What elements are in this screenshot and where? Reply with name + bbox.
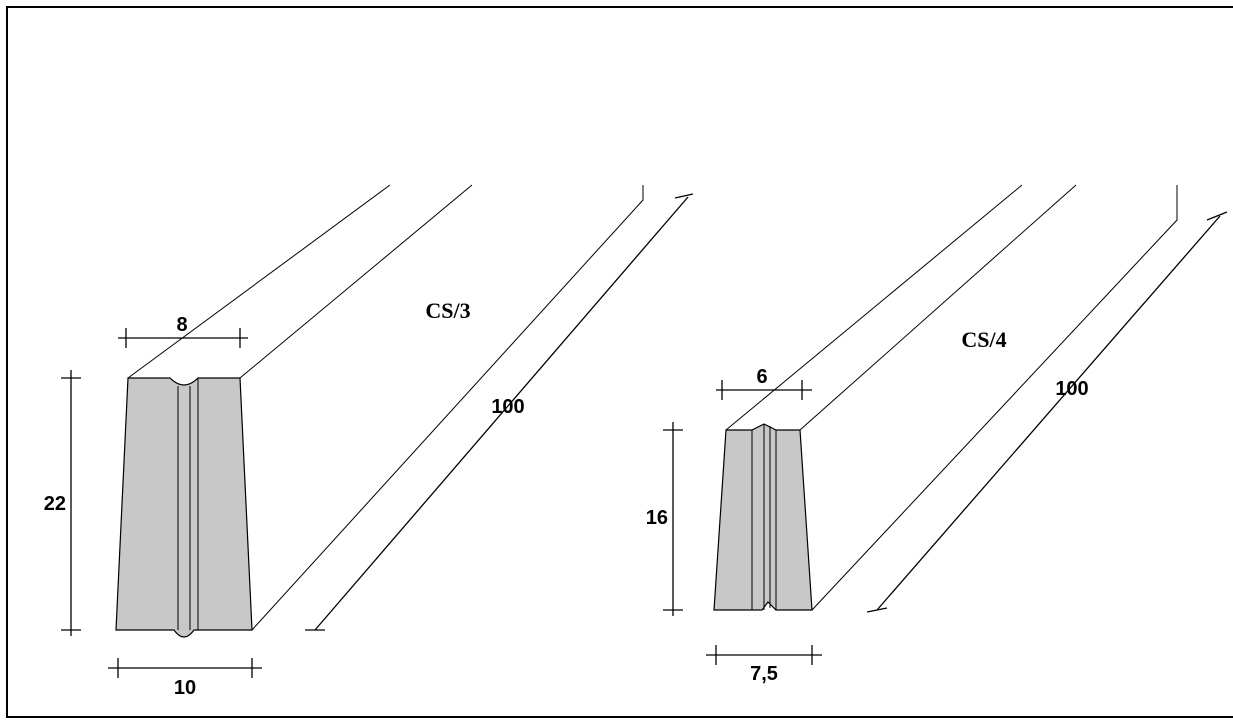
profile-cs4: 6 16 7,5 100 CS/4	[646, 184, 1228, 685]
dim-length-tick-start	[866, 607, 888, 613]
dim-length-tick-end	[674, 193, 694, 199]
dim-bottom-width-label: 7,5	[750, 663, 778, 685]
dim-length-line	[876, 215, 1221, 611]
profile-name: CS/3	[425, 298, 470, 323]
dim-top-width-label: 6	[756, 366, 767, 388]
dim-height-label: 22	[44, 493, 66, 515]
dim-length-tick-end	[1206, 211, 1228, 221]
extrusion-edge-top-right	[799, 184, 1077, 431]
extrusion-edge-bottom-right	[251, 185, 644, 631]
dim-length-label: 100	[1055, 378, 1088, 400]
cross-section-face	[115, 377, 253, 638]
profile-cs3: 8 22 10 100 CS/3	[44, 184, 694, 699]
dim-top-width-label: 8	[176, 314, 187, 336]
dim-length-label: 100	[491, 396, 524, 418]
extrusion-edge-top-left	[127, 184, 391, 379]
dim-height-label: 16	[646, 507, 668, 529]
extrusion-edge-bottom-right	[811, 185, 1178, 611]
profile-name: CS/4	[961, 327, 1006, 352]
extrusion-edge-top-left	[725, 184, 1023, 431]
cross-section-face	[713, 423, 813, 611]
extrusion-edge-top-right	[239, 184, 473, 379]
drawing-frame	[6, 6, 1233, 718]
dim-bottom-width-label: 10	[174, 677, 196, 699]
dim-length-line	[314, 196, 689, 631]
